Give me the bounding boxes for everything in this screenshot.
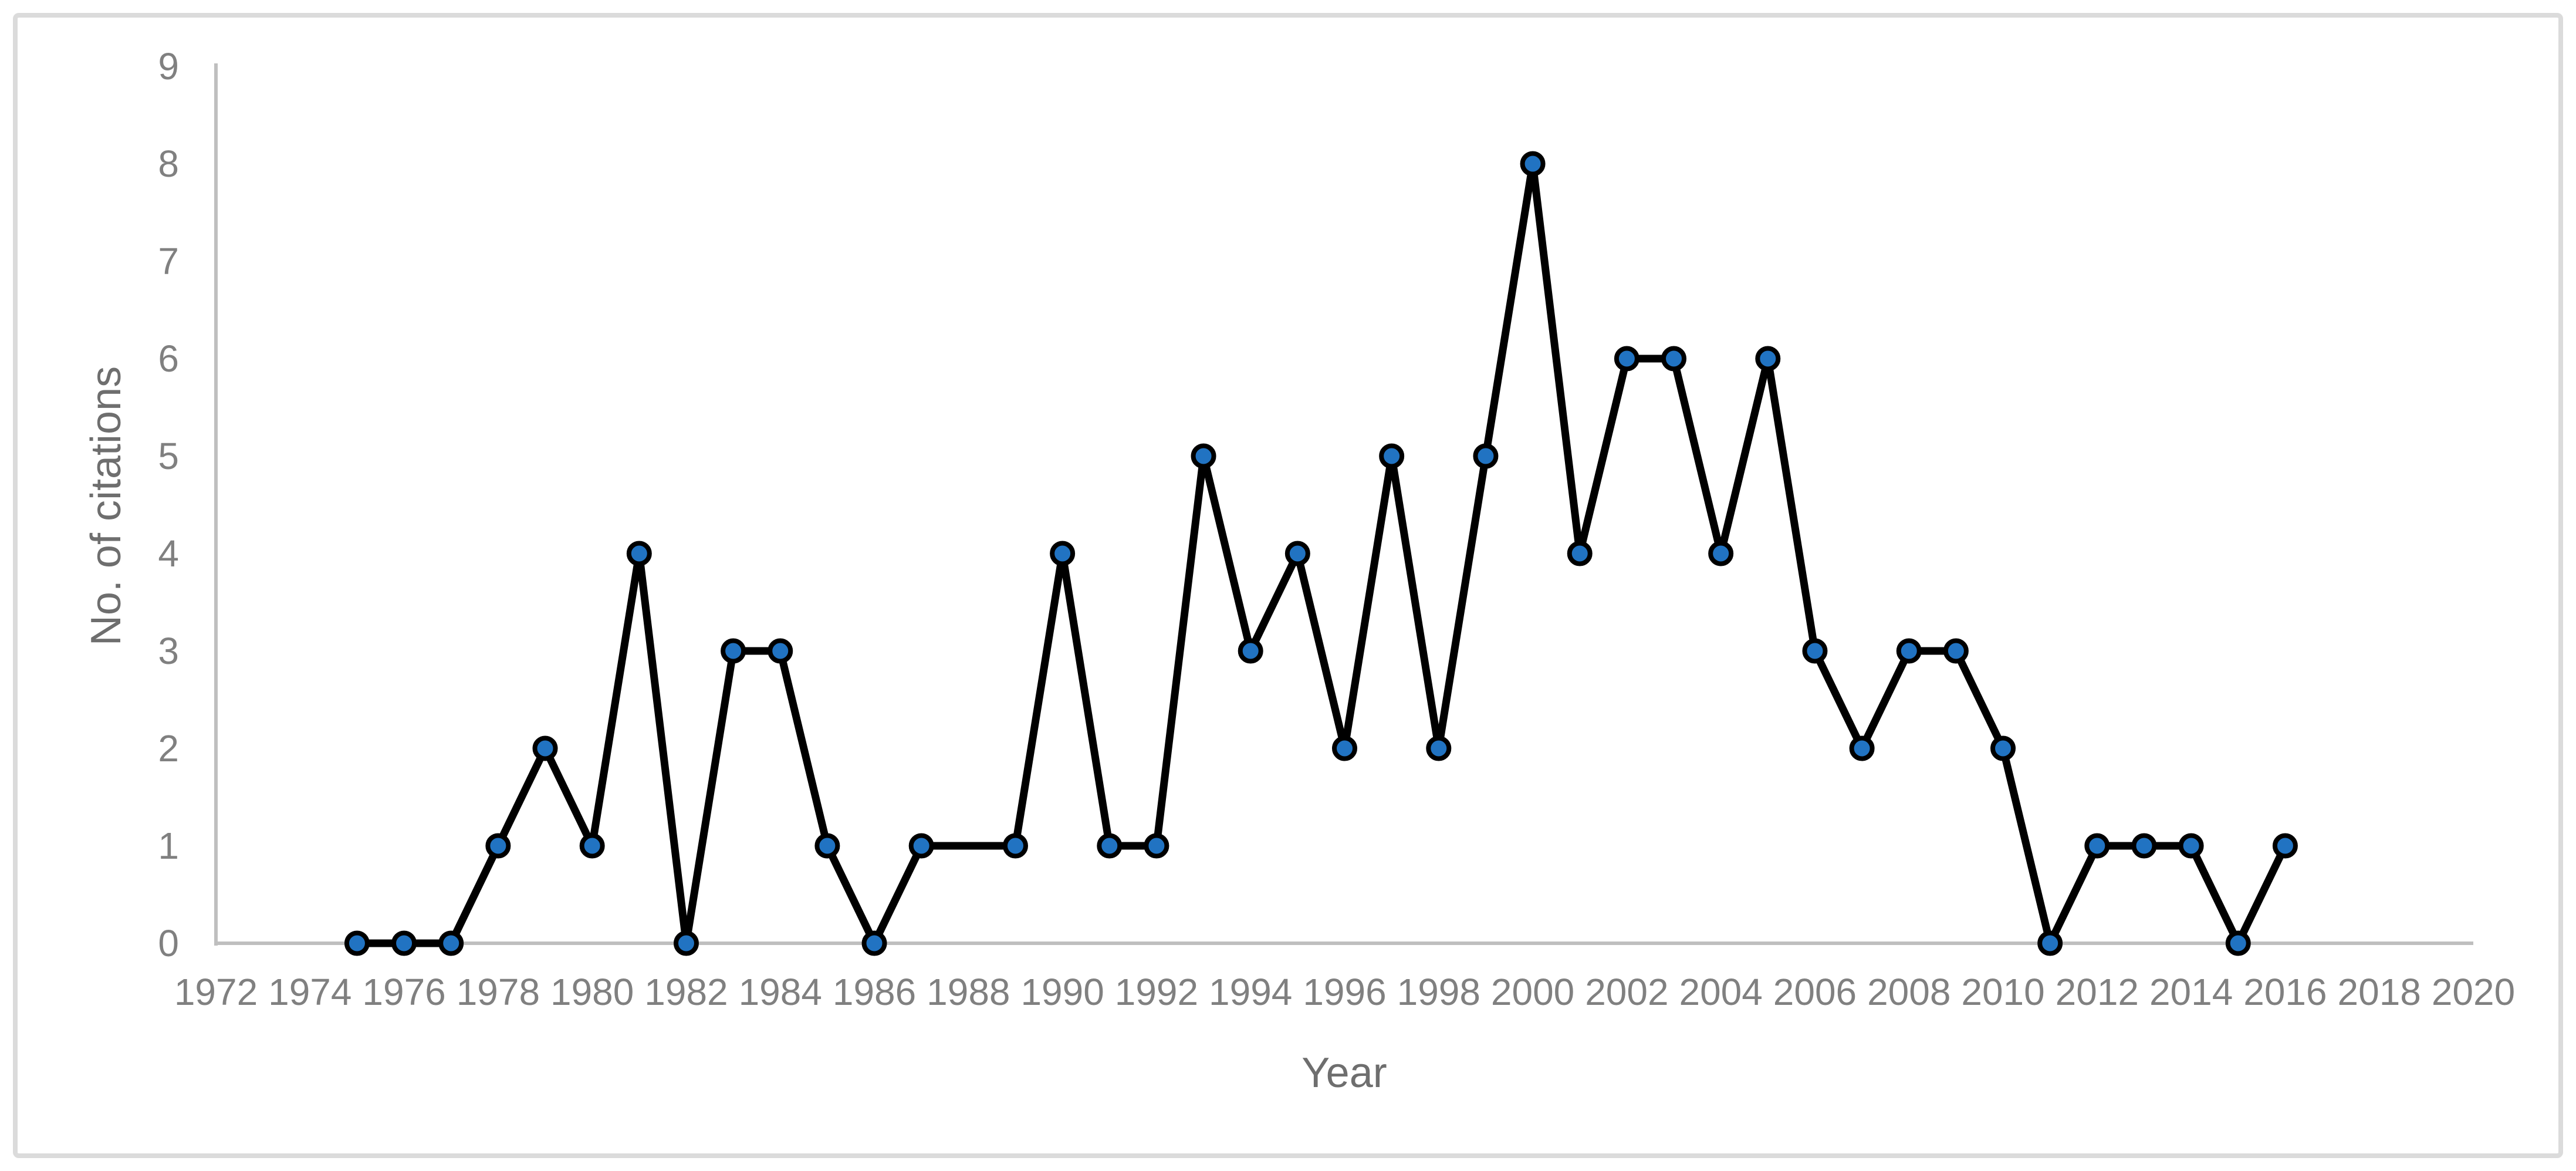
x-tick-label: 2010: [1961, 971, 2044, 1013]
x-tick-label: 1994: [1209, 971, 1292, 1013]
data-point-marker: [1990, 735, 2016, 761]
data-point-marker: [1567, 541, 1593, 566]
data-point-marker: [1614, 346, 1639, 372]
data-point-marker: [1332, 735, 1357, 761]
y-tick-label: 9: [158, 45, 179, 87]
figure-border: [13, 13, 2563, 1158]
data-point-marker: [1755, 346, 1781, 372]
x-tick-label: 1988: [927, 971, 1010, 1013]
y-tick-label: 7: [158, 240, 179, 282]
x-tick-label: 1998: [1397, 971, 1480, 1013]
data-point-marker: [532, 735, 558, 761]
data-point-marker: [1002, 833, 1028, 859]
data-point-marker: [579, 833, 605, 859]
x-tick-label: 1978: [457, 971, 540, 1013]
data-point-marker: [908, 833, 934, 859]
x-tick-label: 1996: [1303, 971, 1386, 1013]
x-tick-label: 1974: [268, 971, 351, 1013]
data-point-marker: [391, 930, 417, 956]
x-tick-label: 1984: [739, 971, 822, 1013]
data-point-marker: [1379, 443, 1405, 469]
y-tick-label: 8: [158, 143, 179, 185]
y-tick-label: 3: [158, 630, 179, 672]
data-point-marker: [485, 833, 511, 859]
data-point-marker: [1896, 638, 1922, 664]
data-point-marker: [721, 638, 746, 664]
x-tick-label: 1990: [1020, 971, 1104, 1013]
data-point-marker: [1473, 443, 1499, 469]
y-tick-label: 4: [158, 532, 179, 575]
x-axis-title: Year: [1301, 1049, 1387, 1096]
data-point-marker: [814, 833, 840, 859]
x-tick-label: 1992: [1115, 971, 1198, 1013]
y-tick-label: 0: [158, 922, 179, 964]
data-point-marker: [626, 541, 652, 566]
x-tick-label: 1972: [174, 971, 258, 1013]
data-point-marker: [2131, 833, 2157, 859]
data-point-marker: [1708, 541, 1734, 566]
data-point-marker: [438, 930, 464, 956]
data-point-marker: [2084, 833, 2110, 859]
data-point-marker: [2037, 930, 2063, 956]
data-point-marker: [1426, 735, 1452, 761]
x-tick-label: 1982: [644, 971, 728, 1013]
data-point-marker: [2225, 930, 2251, 956]
x-tick-label: 1980: [550, 971, 634, 1013]
data-point-marker: [1097, 833, 1123, 859]
data-point-marker: [861, 930, 887, 956]
data-point-marker: [768, 638, 793, 664]
y-tick-label: 1: [158, 825, 179, 867]
data-point-marker: [1191, 443, 1216, 469]
y-tick-label: 6: [158, 338, 179, 380]
x-axis-tick-labels: 1972 1974 1976 1978 1980 1982 1984 1986 1988 1990…: [174, 971, 2515, 1013]
y-axis-title: No. of citations: [83, 366, 130, 646]
data-point-marker: [1050, 541, 1076, 566]
axes-group: [214, 63, 2473, 946]
x-tick-label: 2020: [2432, 971, 2515, 1013]
x-tick-label: 1976: [362, 971, 445, 1013]
x-tick-label: 2008: [1867, 971, 1950, 1013]
data-point-marker: [673, 930, 699, 956]
y-tick-label: 5: [158, 435, 179, 477]
data-point-marker: [1661, 346, 1687, 372]
data-point-marker: [2272, 833, 2298, 859]
data-point-marker: [1284, 541, 1310, 566]
y-axis-tick-labels: 0 1 2 3 4 5 6 7 8 9: [158, 45, 179, 964]
data-point-marker: [1849, 735, 1875, 761]
data-point-marker: [344, 930, 370, 956]
x-tick-label: 2004: [1679, 971, 1762, 1013]
x-tick-label: 2000: [1491, 971, 1574, 1013]
x-tick-label: 2018: [2338, 971, 2421, 1013]
y-tick-label: 2: [158, 727, 179, 770]
x-tick-label: 1986: [833, 971, 916, 1013]
data-point-marker: [1144, 833, 1169, 859]
data-series-group: [344, 151, 2298, 956]
x-tick-label: 2016: [2243, 971, 2327, 1013]
data-point-marker: [1238, 638, 1263, 664]
x-tick-label: 2006: [1773, 971, 1857, 1013]
x-tick-label: 2002: [1585, 971, 1668, 1013]
x-tick-label: 2012: [2056, 971, 2139, 1013]
data-point-marker: [2178, 833, 2204, 859]
data-point-marker: [1802, 638, 1828, 664]
x-tick-label: 2014: [2149, 971, 2233, 1013]
data-point-marker: [1520, 151, 1546, 177]
data-point-marker: [1943, 638, 1969, 664]
